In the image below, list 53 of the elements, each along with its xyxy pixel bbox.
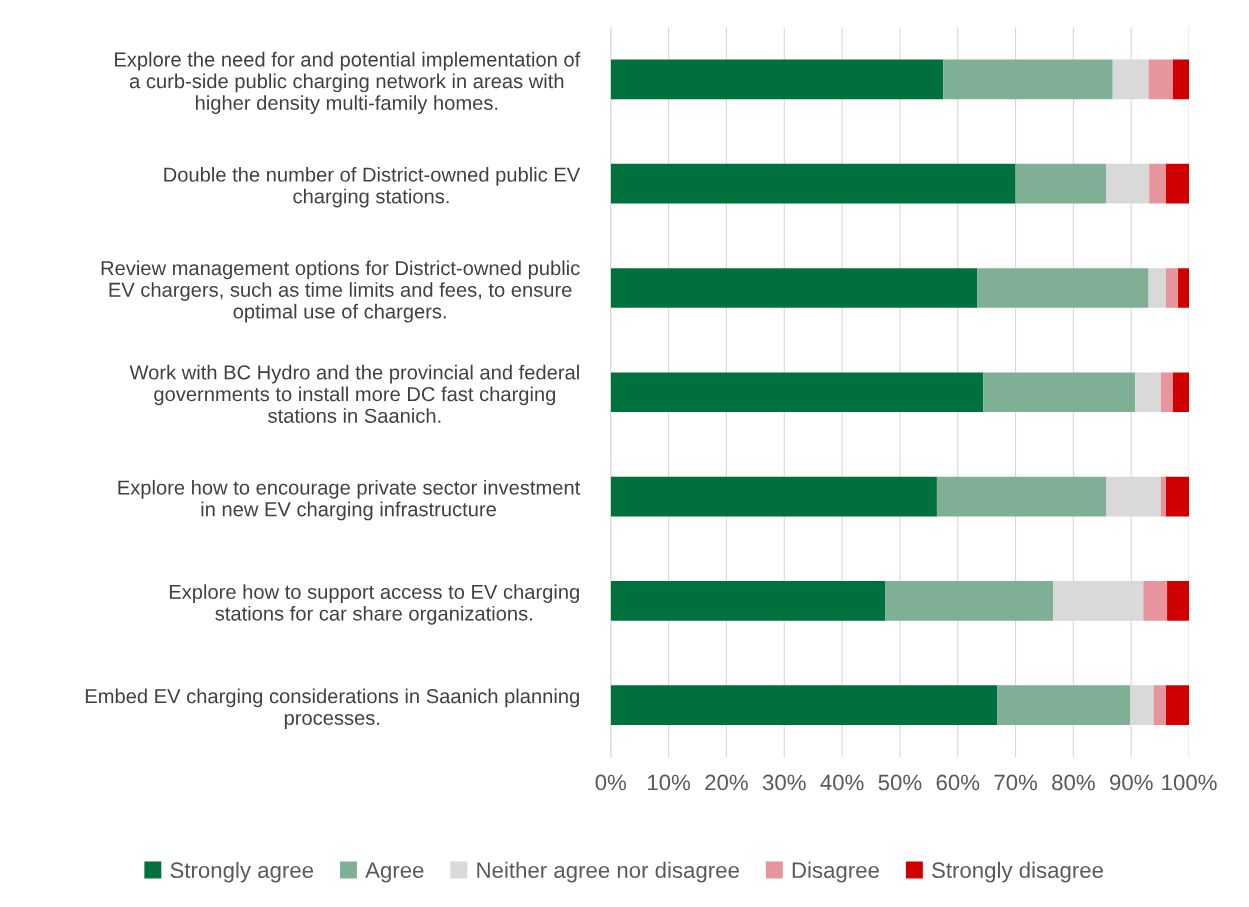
bar [1149,163,1166,204]
y-tick-label: Explore how to support access to EV charging stations for car share organizations. [169,584,579,625]
bar [1165,163,1190,204]
legend-label: Strongly disagree [932,861,1103,883]
x-tick-label: 10% [648,774,691,791]
x-tick-label: 60% [936,774,980,791]
y-tick-label: Review management options for District-owned public EV chargers, such as time limits and fees, to ensure optimal use of chargers. [101,260,580,323]
bar [983,372,1136,413]
bar [610,163,1016,204]
bar [610,476,937,517]
bar [1135,372,1161,413]
bar [610,59,944,100]
bar [1178,268,1190,308]
bar [1148,268,1166,308]
y-tick-label: Work with BC Hydro and the provincial and federal governments to install more DC fast charging stations in Saanich. [129,364,579,423]
x-tick-label: 70% [994,774,1038,791]
x-tick-label: 90% [1110,774,1153,791]
x-tick-label: 100% [1162,774,1217,791]
y-tick-label: Explore how to encourage private sector investment in new EV charging infrastructure [118,479,581,521]
bar [977,268,1149,308]
x-tick-label: 30% [762,774,806,791]
bar [1165,476,1190,517]
bar [610,268,978,308]
x-tick-label: 20% [705,774,748,791]
bar [1153,685,1166,726]
bar [885,581,1054,621]
x-tick-label: 80% [1052,774,1095,791]
bar [1165,685,1190,726]
bar [1167,581,1190,621]
x-tick-label: 40% [820,774,864,791]
x-tick-label: 50% [878,774,922,791]
bar [943,59,1113,100]
bar [1160,476,1166,517]
bar [610,685,998,726]
bar [1143,581,1168,621]
bar [936,476,1107,517]
bar [1015,163,1107,204]
legend-label: Agree [365,862,424,883]
bar [1172,59,1190,100]
bar [1148,59,1173,100]
y-tick-label: Double the number of District-owned public EV charging stations. [164,166,581,208]
y-tick-label: Explore the need for and potential implementation of a curb-side public charging network in areas with higher density multi-family homes. [115,51,581,114]
legend-label: Strongly agree [170,861,314,883]
bar [610,581,886,621]
bar [997,685,1131,726]
bar [610,372,984,413]
x-tick-label: 0% [595,774,627,791]
bar [1165,268,1179,308]
legend-label: Neither agree nor disagree [477,861,739,883]
bar [1160,372,1173,413]
y-tick-label: Embed EV charging considerations in Saanich planning processes. [85,688,579,729]
legend-label: Disagree [792,861,879,883]
bar [1172,372,1190,413]
